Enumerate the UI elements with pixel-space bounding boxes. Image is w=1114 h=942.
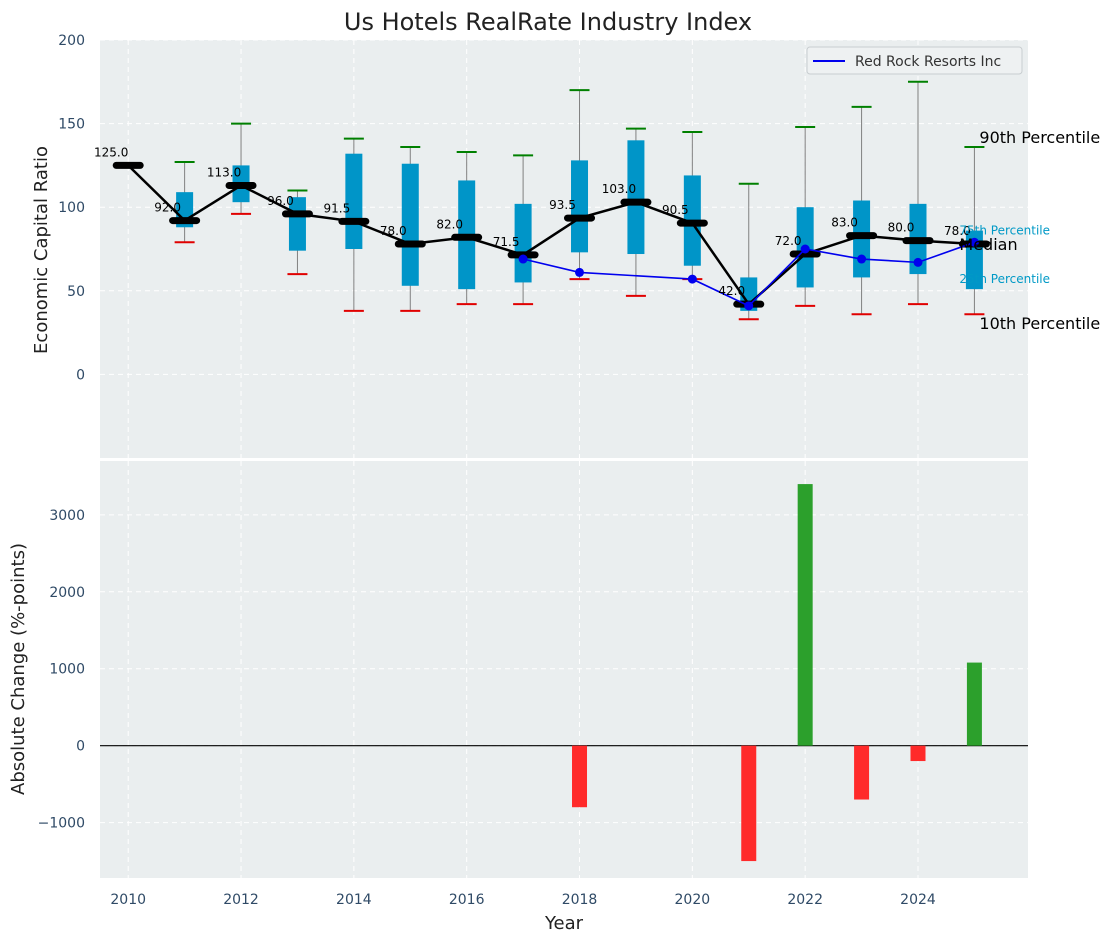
median-line — [127, 164, 975, 307]
change-bar — [797, 484, 813, 746]
company-point — [518, 254, 528, 264]
x-tick-label: 2018 — [562, 892, 598, 908]
median-value-label: 42.0 — [718, 284, 745, 298]
top-plot-background — [100, 40, 1028, 458]
x-tick-label: 2012 — [223, 892, 259, 908]
median-value-label: 72.0 — [775, 234, 802, 248]
bottom-y-axis-label: Absolute Change (%-points) — [8, 543, 29, 795]
bottom-y-tick-label: 2000 — [49, 585, 85, 601]
top-y-tick-label: 50 — [67, 284, 85, 300]
bottom-y-tick-label: 1000 — [49, 662, 85, 678]
iqr-box — [514, 203, 532, 283]
top-y-tick-label: 150 — [58, 117, 85, 133]
median-value-label: 96.0 — [267, 194, 294, 208]
change-bar — [741, 745, 757, 862]
legend[interactable]: Red Rock Resorts Inc — [806, 46, 1023, 75]
median-value-label: 83.0 — [831, 216, 858, 230]
bottom-y-tick-label: −1000 — [38, 816, 85, 832]
company-series — [518, 237, 979, 311]
change-bar — [910, 745, 926, 762]
median-value-label: 80.0 — [888, 221, 915, 235]
top-y-tick-label: 0 — [76, 367, 85, 383]
company-point — [687, 274, 697, 284]
change-bar — [966, 662, 982, 746]
value-labels: 125.0 92.0 113.0 96.0 91.5 78.0 82.0 71.5 93.5 10… — [94, 145, 971, 298]
median-value-label: 125.0 — [94, 145, 128, 159]
median-value-label: 103.0 — [602, 182, 636, 196]
top-y-tick-label: 200 — [58, 33, 85, 49]
company-point — [913, 257, 923, 267]
median-value-label: 78.0 — [944, 224, 971, 238]
company-point — [969, 237, 979, 247]
company-point — [800, 244, 810, 254]
x-tick-label: 2024 — [900, 892, 936, 908]
top-y-ticks: 0 50 100 150 200 — [58, 33, 85, 383]
x-tick-label: 2014 — [336, 892, 372, 908]
bottom-plot-background — [100, 461, 1028, 878]
median-value-label: 90.5 — [662, 203, 689, 217]
top-y-tick-label: 100 — [58, 200, 85, 216]
median-value-label: 91.5 — [324, 201, 351, 215]
median-band-label: Median — [959, 235, 1017, 254]
chart-title: Us Hotels RealRate Industry Index — [344, 8, 752, 36]
company-point — [857, 254, 867, 264]
x-tick-label: 2010 — [110, 892, 146, 908]
median-value-label: 82.0 — [436, 217, 463, 231]
p25-label: 25th Percentile — [959, 272, 1050, 286]
p90-label: 90th Percentile — [979, 128, 1100, 147]
legend-box — [806, 46, 1023, 75]
median-value-label: 93.5 — [549, 198, 576, 212]
change-bar — [572, 745, 588, 808]
x-tick-label: 2020 — [675, 892, 711, 908]
company-line — [522, 241, 975, 307]
iqr-box — [401, 163, 419, 286]
median-value-label: 92.0 — [154, 201, 181, 215]
bottom-y-tick-label: 3000 — [49, 508, 85, 524]
bottom-y-ticks: −1000 0 1000 2000 3000 — [38, 508, 85, 832]
x-tick-label: 2022 — [787, 892, 823, 908]
change-bar — [854, 745, 870, 800]
iqr-box — [345, 153, 363, 249]
x-axis-label: Year — [544, 913, 584, 934]
top-y-axis-label: Economic Capital Ratio — [31, 146, 52, 354]
median-value-label: 78.0 — [380, 224, 407, 238]
x-ticks: 2010 2012 2014 2016 2018 2020 2022 2024 — [110, 892, 936, 908]
company-point — [575, 267, 585, 277]
bottom-y-tick-label: 0 — [76, 739, 85, 755]
iqr-box — [627, 140, 645, 255]
legend-label: Red Rock Resorts Inc — [855, 54, 1001, 70]
p10-label: 10th Percentile — [979, 314, 1100, 333]
x-tick-label: 2016 — [449, 892, 485, 908]
company-point — [744, 301, 754, 311]
top-panel: 0 50 100 150 200 125.0 92.0 113.0 96.0 91.5 78.0 8… — [31, 33, 1100, 458]
median-value-label: 71.5 — [493, 235, 520, 249]
p75-label: 75th Percentile — [959, 224, 1050, 238]
bottom-grid — [100, 461, 1028, 878]
change-bars — [572, 484, 982, 862]
iqr-box — [571, 160, 589, 253]
median-value-label: 113.0 — [207, 165, 241, 179]
